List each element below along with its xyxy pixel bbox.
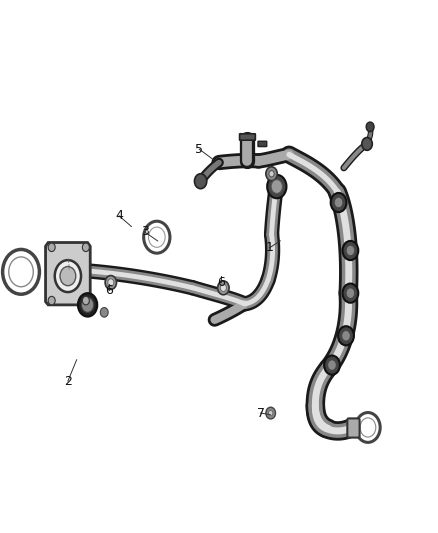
Text: 1: 1 xyxy=(265,241,273,254)
Circle shape xyxy=(55,260,81,292)
Circle shape xyxy=(48,296,55,305)
Circle shape xyxy=(82,243,89,252)
Circle shape xyxy=(267,175,286,198)
Circle shape xyxy=(269,171,274,177)
Circle shape xyxy=(220,284,226,292)
Circle shape xyxy=(342,330,350,341)
Circle shape xyxy=(346,288,355,298)
Circle shape xyxy=(194,174,207,189)
Circle shape xyxy=(343,284,358,303)
Circle shape xyxy=(60,266,76,286)
Text: 2: 2 xyxy=(64,375,72,387)
Circle shape xyxy=(346,245,355,256)
FancyBboxPatch shape xyxy=(258,141,267,147)
Circle shape xyxy=(78,293,97,317)
Text: 7: 7 xyxy=(257,407,265,419)
Circle shape xyxy=(366,122,374,132)
FancyBboxPatch shape xyxy=(347,418,360,438)
Circle shape xyxy=(266,407,276,419)
Text: 6: 6 xyxy=(217,276,225,289)
Text: T: T xyxy=(66,259,70,264)
FancyBboxPatch shape xyxy=(240,134,255,140)
Circle shape xyxy=(218,281,229,295)
Circle shape xyxy=(334,197,343,208)
Circle shape xyxy=(266,167,277,181)
Circle shape xyxy=(108,279,114,286)
Text: 3: 3 xyxy=(141,225,148,238)
Text: 6: 6 xyxy=(105,284,113,297)
Text: |: | xyxy=(67,264,69,269)
Circle shape xyxy=(324,356,340,375)
Circle shape xyxy=(105,276,117,289)
Circle shape xyxy=(82,296,89,305)
Circle shape xyxy=(362,138,372,150)
Circle shape xyxy=(100,308,108,317)
Polygon shape xyxy=(46,243,90,305)
Circle shape xyxy=(268,410,273,416)
Circle shape xyxy=(328,360,336,370)
Text: 5: 5 xyxy=(195,143,203,156)
Circle shape xyxy=(271,180,283,193)
Circle shape xyxy=(338,326,354,345)
Circle shape xyxy=(48,243,55,252)
Text: 4: 4 xyxy=(115,209,123,222)
Circle shape xyxy=(343,241,358,260)
Circle shape xyxy=(331,193,346,212)
Circle shape xyxy=(81,297,94,312)
